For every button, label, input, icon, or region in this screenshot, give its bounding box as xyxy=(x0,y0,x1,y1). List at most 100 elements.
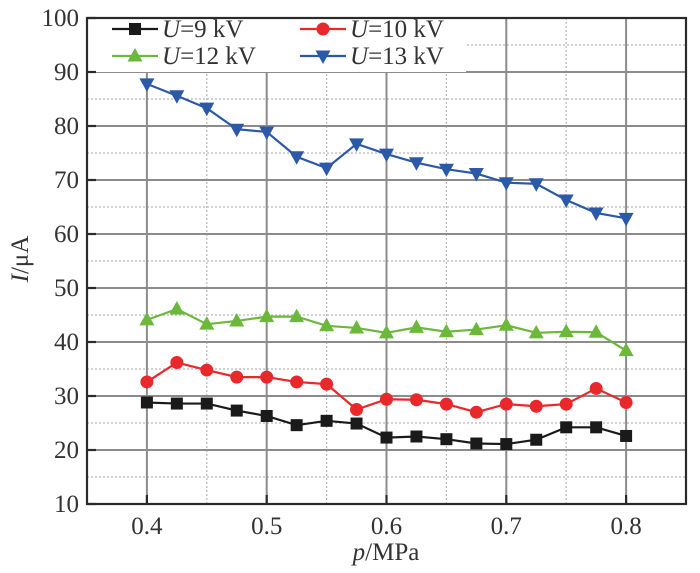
axes xyxy=(85,16,688,506)
data-point xyxy=(528,324,544,339)
x-tick-label: 0.4 xyxy=(131,513,163,540)
series-u-10-kv xyxy=(140,356,633,419)
data-point xyxy=(529,399,543,413)
data-point xyxy=(498,317,514,331)
y-tick-label: 80 xyxy=(54,113,79,140)
series-u-9-kv xyxy=(140,396,633,451)
legend-marker xyxy=(316,22,330,36)
data-point xyxy=(229,123,245,138)
series-u-12-kv xyxy=(139,301,634,357)
legend-label-value: =12 kV xyxy=(180,43,256,70)
data-point xyxy=(319,317,335,332)
data-point xyxy=(230,370,244,384)
data-point xyxy=(290,375,304,389)
y-tick-label: 60 xyxy=(54,221,79,248)
data-point xyxy=(409,393,423,407)
legend-marker xyxy=(129,23,141,35)
y-tick-label: 70 xyxy=(54,167,79,194)
data-point xyxy=(260,409,273,422)
legend-item: U=9 kV xyxy=(112,16,243,43)
data-point xyxy=(530,433,543,446)
data-point xyxy=(618,342,634,357)
data-point xyxy=(618,212,634,227)
data-point xyxy=(379,148,394,163)
data-point xyxy=(439,397,453,411)
x-axis-label-var: p xyxy=(351,539,366,566)
data-point xyxy=(440,433,453,446)
data-point xyxy=(320,414,333,427)
data-point xyxy=(500,438,513,451)
data-point xyxy=(560,421,573,434)
data-point xyxy=(140,375,154,389)
data-point xyxy=(199,102,215,117)
data-point xyxy=(498,177,514,191)
x-tick-label: 0.8 xyxy=(610,513,641,540)
x-tick-label: 0.6 xyxy=(371,513,402,540)
legend-marker xyxy=(315,50,331,64)
data-point xyxy=(588,324,604,338)
y-tick-label: 20 xyxy=(54,437,79,464)
data-point xyxy=(289,308,305,323)
x-axis-label: p/MPa xyxy=(351,539,420,566)
data-point xyxy=(379,324,394,339)
tick-labels: 10 20 30 40 50 60 70 80 90 100 0.4 0.5 0.6 0.7 0.8 xyxy=(42,5,642,540)
data-point xyxy=(169,90,185,104)
legend-marker xyxy=(127,48,143,62)
data-point xyxy=(438,323,454,338)
data-point xyxy=(588,207,604,221)
y-tick-label: 90 xyxy=(54,59,79,86)
y-tick-label: 30 xyxy=(54,383,79,410)
legend-item: U=13 kV xyxy=(300,43,444,70)
data-point xyxy=(170,397,183,410)
data-point xyxy=(499,397,513,411)
data-point xyxy=(590,421,603,434)
legend-label: U=13 kV xyxy=(350,43,444,70)
data-point xyxy=(320,377,334,391)
y-axis-label-unit: /μA xyxy=(7,236,34,274)
data-point xyxy=(230,404,243,417)
data-point xyxy=(559,397,573,411)
legend-label-value: =9 kV xyxy=(180,16,243,43)
data-point xyxy=(380,392,393,406)
data-point xyxy=(200,363,214,377)
data-point xyxy=(289,151,305,165)
data-point xyxy=(350,417,363,430)
data-point xyxy=(469,405,483,419)
data-point xyxy=(349,138,365,152)
legend-label-var: U xyxy=(350,16,370,43)
data-point xyxy=(200,397,213,410)
legend: U=9 kV U=10 kVU=12 kV U=13 kV xyxy=(88,16,466,72)
data-point xyxy=(139,78,155,92)
data-point xyxy=(438,163,454,178)
x-tick-label: 0.7 xyxy=(491,513,522,540)
y-axis-label-var: I xyxy=(7,272,34,283)
data-point xyxy=(259,308,275,323)
y-tick-label: 40 xyxy=(54,329,79,356)
series-layer xyxy=(139,78,634,451)
legend-label-var: U xyxy=(350,43,370,70)
data-point xyxy=(408,157,424,171)
data-point xyxy=(468,321,484,336)
data-point xyxy=(470,437,483,450)
data-point xyxy=(408,319,424,333)
data-point xyxy=(558,323,574,338)
data-point xyxy=(558,194,574,208)
x-axis-label-unit: /MPa xyxy=(365,539,419,566)
legend-item: U=10 kV xyxy=(300,16,444,43)
data-point xyxy=(380,431,393,444)
data-point xyxy=(468,168,484,182)
data-point xyxy=(620,429,633,442)
data-point xyxy=(139,311,155,326)
data-point xyxy=(259,126,275,140)
x-tick-label: 0.5 xyxy=(251,513,282,540)
legend-label-value: =13 kV xyxy=(368,43,444,70)
series-u-13-kv xyxy=(139,78,634,227)
data-point xyxy=(349,319,365,334)
data-point xyxy=(319,162,335,177)
data-point xyxy=(140,396,153,409)
data-point xyxy=(410,430,423,443)
y-tick-label: 100 xyxy=(42,5,80,32)
data-point xyxy=(589,381,603,395)
legend-label-var: U xyxy=(162,43,182,70)
